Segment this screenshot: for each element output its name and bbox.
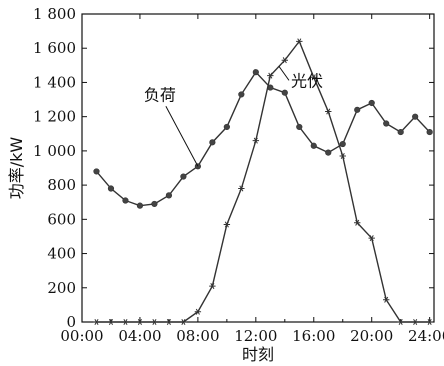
data-point-0 [281,89,288,96]
data-point-1 [223,221,231,228]
data-point-1 [310,74,317,81]
data-point-0 [136,202,144,209]
data-point-0 [165,192,173,199]
chart-series [93,38,433,326]
x-tick-label: 04:00 [118,327,161,345]
data-point-0 [122,197,129,204]
x-tick-label: 16:00 [292,327,335,345]
data-point-0 [339,140,346,148]
data-point-0 [296,123,303,131]
data-point-1 [281,57,288,64]
data-point-0 [354,106,361,113]
data-point-0 [93,168,100,175]
annotation-leader [278,66,290,81]
data-point-1 [165,318,173,326]
y-tick-label: 1 200 [33,108,76,126]
data-point-1 [325,108,332,115]
y-tick-label: 1 600 [33,39,76,57]
annotation-leader [165,106,199,167]
chart-annotations: 负荷 光伏 [144,66,323,167]
data-point-1 [339,153,346,160]
data-point-0 [426,128,433,136]
data-point-1 [93,318,100,326]
y-tick-label: 1 400 [33,73,76,91]
data-point-1 [122,318,129,326]
data-point-1 [194,308,202,315]
data-point-0 [223,123,230,131]
data-point-0 [180,173,187,180]
data-point-1 [411,318,419,326]
data-point-0 [252,69,259,76]
data-point-0 [368,99,375,107]
data-point-1 [382,296,390,303]
data-point-1 [136,318,144,326]
data-point-1 [151,318,158,326]
series-line-1 [96,39,430,323]
series-annotation: 负荷 [144,85,176,104]
y-tick-label: 600 [47,210,76,228]
data-point-1 [368,235,375,242]
data-point-0 [238,91,245,98]
data-point-0 [209,139,216,146]
y-tick-label: 0 [66,313,76,331]
chart-axes: 0 200 400 600 800 1 000 1 200 1 400 1 600 1 800 00… [33,5,444,345]
y-tick-label: 1 000 [33,142,76,160]
x-tick-label: 00:00 [60,327,103,345]
x-tick-label: 20:00 [350,327,393,345]
y-axis-label: 功率/kW [7,137,26,200]
data-point-1 [209,283,216,290]
data-point-0 [151,200,158,208]
data-point-1 [354,219,361,226]
x-tick-label: 12:00 [234,327,277,345]
data-point-1 [107,318,115,326]
x-axis-label: 时刻 [242,345,274,364]
series-annotation: 光伏 [291,71,323,90]
y-tick-label: 1 800 [33,5,76,23]
data-point-0 [325,149,332,156]
data-point-0 [107,185,115,192]
y-tick-label: 400 [47,245,76,263]
data-point-1 [252,137,260,144]
data-point-1 [238,185,245,192]
data-point-1 [296,38,303,45]
data-point-0 [412,113,419,120]
y-tick-label: 200 [47,279,76,297]
data-point-0 [310,142,317,149]
x-tick-label: 24:00 [408,327,444,345]
x-tick-label: 08:00 [176,327,219,345]
data-point-1 [180,318,187,326]
data-point-0 [397,128,404,136]
plot-frame [81,13,435,323]
data-point-0 [383,120,390,127]
data-point-1 [397,318,404,326]
data-point-1 [267,72,274,79]
data-point-1 [426,318,433,326]
y-tick-label: 800 [47,176,76,194]
